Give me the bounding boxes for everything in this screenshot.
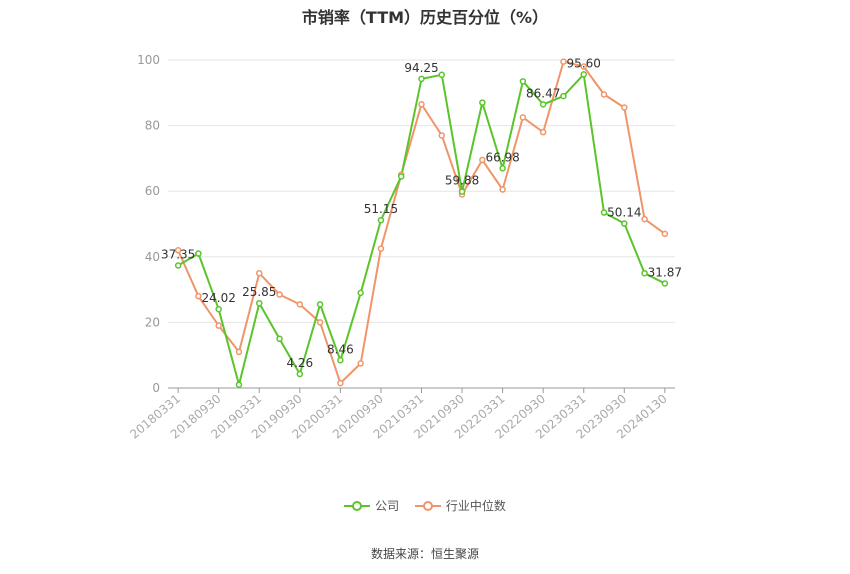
- data-point: [418, 101, 425, 108]
- data-point: [580, 71, 587, 78]
- data-point: [418, 75, 425, 83]
- y-tick-label: 20: [145, 315, 160, 329]
- data-point: [316, 301, 324, 308]
- data-label: 86.47: [526, 86, 560, 100]
- data-point: [600, 209, 608, 216]
- data-point: [580, 63, 587, 70]
- y-tick-label: 40: [145, 250, 160, 264]
- data-point: [621, 104, 628, 111]
- data-point: [621, 220, 628, 227]
- point-layer: [174, 58, 669, 388]
- data-label: 66.98: [485, 150, 519, 164]
- data-point: [458, 188, 466, 195]
- data-point: [296, 301, 304, 308]
- data-point: [377, 245, 385, 252]
- data-point: [296, 370, 304, 378]
- data-point: [337, 379, 344, 387]
- y-tick-label: 80: [145, 119, 160, 133]
- grid-layer: [168, 59, 675, 323]
- data-point: [600, 91, 608, 98]
- data-point: [661, 280, 669, 287]
- data-point: [256, 299, 263, 307]
- data-point: [499, 165, 506, 172]
- data-point: [519, 114, 527, 121]
- legend-swatch-industry-median-icon: [414, 500, 441, 511]
- legend-item-industry-median[interactable]: 行业中位数: [414, 497, 506, 514]
- series-line-0: [177, 73, 666, 386]
- data-point: [215, 322, 222, 329]
- data-label: 37.35: [161, 247, 195, 261]
- data-point: [641, 269, 648, 277]
- data-label: 94.25: [404, 61, 438, 75]
- axis-layer: 0204060801002018033120180930201903312019…: [127, 53, 675, 442]
- data-source-note: 数据来源：恒生聚源: [370, 547, 479, 561]
- legend-item-company[interactable]: 公司: [344, 497, 399, 514]
- data-point: [174, 246, 182, 254]
- data-point: [560, 92, 567, 100]
- data-point: [499, 186, 506, 193]
- data-point: [256, 269, 263, 277]
- legend-label-company: 公司: [375, 499, 400, 513]
- data-point: [235, 381, 243, 388]
- y-tick-label: 60: [145, 184, 160, 198]
- legend-swatch-company-icon: [344, 500, 371, 511]
- data-point: [519, 78, 527, 85]
- data-point: [276, 291, 283, 298]
- data-point: [174, 262, 182, 269]
- data-point: [276, 335, 283, 343]
- y-tick-label: 100: [137, 53, 160, 67]
- data-label: 95.60: [567, 56, 601, 70]
- data-point: [377, 216, 385, 224]
- legend-label-industry-median: 行业中位数: [445, 499, 506, 513]
- data-point: [357, 360, 364, 367]
- data-point: [195, 292, 202, 300]
- data-point: [357, 289, 364, 297]
- data-point: [438, 132, 446, 139]
- data-point: [195, 250, 202, 257]
- data-point: [215, 305, 222, 313]
- data-label: 25.85: [242, 285, 276, 299]
- chart-title: 市销率（TTM）历史百分位（%）: [301, 8, 549, 27]
- data-label: 4.26: [286, 356, 313, 370]
- data-point: [661, 230, 669, 238]
- data-label: 50.14: [607, 206, 641, 220]
- data-point: [539, 128, 547, 136]
- data-point: [539, 101, 547, 108]
- data-point: [337, 357, 344, 364]
- line-layer: [177, 60, 666, 386]
- data-point: [479, 99, 486, 106]
- data-label: 59.88: [445, 174, 479, 188]
- data-point: [316, 319, 324, 326]
- data-point: [235, 348, 243, 356]
- data-point: [641, 215, 648, 223]
- data-label: 31.87: [648, 265, 682, 279]
- data-point: [479, 156, 486, 164]
- legend: 公司 行业中位数: [0, 497, 850, 515]
- data-point: [438, 71, 446, 79]
- data-label: 51.15: [364, 202, 398, 216]
- data-point: [397, 173, 405, 180]
- data-point: [560, 58, 567, 65]
- data-label: 8.46: [327, 342, 354, 356]
- label-layer: 37.35 24.02 25.85 4.26 8.46 51.15 94.25 59.88 66…: [161, 56, 682, 370]
- data-label: 24.02: [202, 291, 236, 305]
- y-tick-label: 0: [152, 381, 160, 395]
